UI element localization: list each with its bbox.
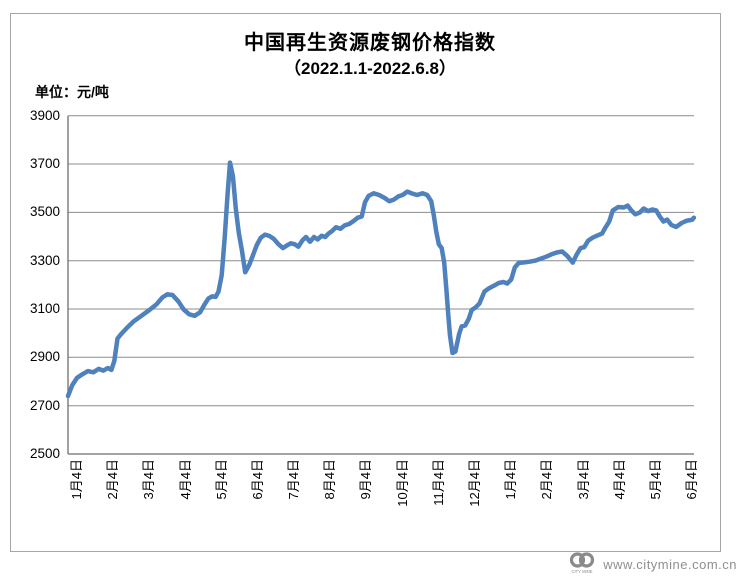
citymine-logo-icon: CITY MINE <box>570 552 595 574</box>
chart-subtitle: （2022.1.1-2022.6.8） <box>283 59 456 78</box>
unit-label: 单位：元/吨 <box>35 84 109 100</box>
x-tick-label: 7月4日 <box>286 459 302 500</box>
x-tick-label: 6月4日 <box>249 459 265 500</box>
watermark: CITY MINE www.citymine.com.cn <box>568 551 737 577</box>
y-tick-label: 3700 <box>29 156 60 171</box>
x-tick-label: 5月4日 <box>647 459 663 500</box>
x-tick-label: 1月4日 <box>503 459 519 500</box>
x-tick-label: 8月4日 <box>322 459 338 500</box>
y-tick-label: 2700 <box>29 397 60 413</box>
y-tick-label: 2900 <box>29 349 60 365</box>
x-tick-label: 6月4日 <box>684 459 700 500</box>
y-tick-label: 3500 <box>29 204 60 220</box>
x-tick-label: 4月4日 <box>177 459 193 500</box>
x-tick-label: 11月4日 <box>430 459 446 506</box>
x-tick-label: 3月4日 <box>141 459 157 500</box>
watermark-url: www.citymine.com.cn <box>603 556 737 572</box>
y-tick-label: 3300 <box>29 252 60 268</box>
x-tick-label: 3月4日 <box>575 459 591 500</box>
x-tick-label: 2月4日 <box>105 459 121 500</box>
y-tick-label: 3100 <box>29 301 60 316</box>
x-tick-label: 4月4日 <box>611 459 627 500</box>
price-index-line <box>65 160 697 399</box>
x-tick-label: 12月4日 <box>467 459 482 507</box>
x-tick-label: 1月4日 <box>69 459 84 500</box>
chart-frame <box>10 13 721 552</box>
x-tick-label: 10月4日 <box>394 459 410 507</box>
citymine-logo-text: CITY MINE <box>572 569 593 574</box>
x-tick-label: 9月4日 <box>358 459 374 500</box>
x-tick-label: 2月4日 <box>539 459 555 500</box>
chart-title: 中国再生资源废钢价格指数 <box>244 32 496 54</box>
y-tick-label: 3900 <box>29 107 60 123</box>
x-tick-label: 5月4日 <box>213 459 229 500</box>
y-tick-label: 2500 <box>29 446 60 461</box>
